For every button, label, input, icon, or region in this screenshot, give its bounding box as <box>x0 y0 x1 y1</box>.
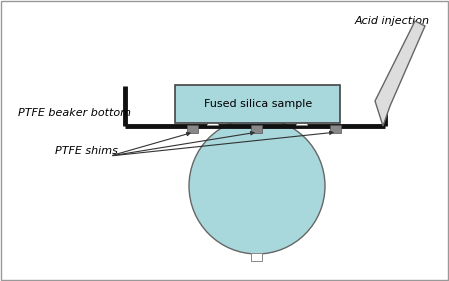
Polygon shape <box>375 21 425 126</box>
Text: PTFE shims: PTFE shims <box>55 146 118 156</box>
Bar <box>330 125 341 133</box>
Text: PTFE beaker bottom: PTFE beaker bottom <box>18 108 131 118</box>
Bar <box>296 117 307 125</box>
Text: Fused silica sample: Fused silica sample <box>204 99 312 109</box>
Bar <box>207 117 218 125</box>
Bar <box>251 125 262 133</box>
Bar <box>251 253 262 261</box>
Text: Acid injection: Acid injection <box>355 16 430 26</box>
Circle shape <box>189 118 325 254</box>
Bar <box>187 125 198 133</box>
Bar <box>175 85 340 123</box>
